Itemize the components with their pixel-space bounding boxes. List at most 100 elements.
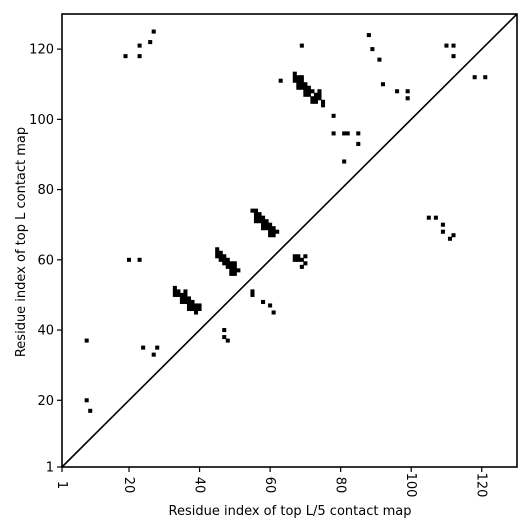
x-tick-label: 120	[474, 473, 489, 498]
contact-point	[451, 54, 456, 59]
contact-point	[292, 78, 297, 83]
contact-point	[296, 257, 301, 262]
contact-point	[222, 261, 227, 266]
contact-point	[405, 96, 410, 101]
contact-point	[275, 229, 280, 234]
contact-point	[296, 75, 301, 80]
contact-point	[253, 219, 259, 224]
contact-point	[137, 43, 142, 48]
contact-point	[292, 71, 297, 76]
contact-point	[451, 43, 456, 48]
contact-point	[186, 303, 192, 308]
contact-point	[345, 131, 350, 136]
contact-point	[268, 226, 273, 231]
contact-point	[299, 82, 304, 87]
contact-point	[197, 303, 202, 308]
contact-point	[310, 99, 315, 104]
x-tick-label: 1	[54, 481, 69, 489]
contact-point	[440, 222, 445, 227]
contact-point	[377, 57, 382, 62]
contact-point	[261, 222, 266, 227]
contact-point	[317, 89, 322, 94]
contact-point	[176, 292, 181, 297]
contact-point	[215, 247, 220, 252]
contact-point	[271, 310, 276, 315]
contact-point	[225, 257, 230, 262]
contact-point	[342, 159, 347, 164]
contact-point	[268, 229, 273, 234]
y-tick-label: 60	[37, 253, 54, 268]
contact-point	[342, 131, 347, 136]
contact-point	[313, 92, 318, 97]
contact-point	[190, 306, 195, 312]
contact-point	[303, 261, 308, 266]
contact-point	[218, 250, 223, 255]
contact-point	[261, 215, 266, 220]
contact-point	[257, 212, 262, 217]
contact-point	[296, 85, 301, 90]
x-tick-label: 20	[121, 477, 136, 494]
contact-point	[296, 82, 301, 87]
contact-point	[151, 29, 156, 34]
contact-point	[236, 268, 241, 273]
contact-point	[197, 306, 202, 312]
contact-point	[264, 222, 269, 227]
contact-point	[148, 40, 153, 45]
contact-point	[440, 229, 445, 234]
contact-point	[306, 89, 311, 94]
contact-point	[292, 254, 297, 259]
contact-point	[296, 78, 301, 83]
contact-point	[268, 303, 273, 308]
contact-point	[306, 92, 311, 97]
contact-point	[155, 345, 160, 350]
contact-point	[250, 292, 255, 297]
contact-point	[186, 296, 192, 301]
contact-point	[229, 268, 234, 273]
contact-point	[268, 222, 273, 227]
contact-point	[222, 257, 227, 262]
x-tick-label: 80	[333, 477, 348, 494]
contact-point	[250, 208, 255, 213]
contact-point	[303, 82, 308, 87]
contact-point	[232, 261, 237, 266]
contact-point	[303, 254, 308, 259]
contact-point	[310, 96, 315, 101]
contact-point	[268, 233, 273, 238]
contact-point	[261, 299, 266, 304]
x-tick-label: 60	[262, 477, 277, 494]
contact-point	[215, 254, 220, 259]
contact-point	[88, 408, 93, 413]
contact-point	[225, 261, 230, 266]
x-tick-label: 100	[403, 473, 418, 498]
contact-point	[190, 303, 195, 308]
contact-point	[179, 299, 184, 304]
contact-point	[215, 250, 220, 255]
plot-frame	[61, 13, 518, 468]
y-tick-label: 1	[46, 461, 54, 476]
contact-point	[444, 43, 449, 48]
contact-point	[264, 226, 269, 231]
contact-point	[303, 85, 308, 90]
contact-point	[183, 292, 188, 297]
contact-point	[194, 310, 199, 315]
contact-point	[229, 264, 234, 269]
contact-point	[320, 103, 326, 108]
contact-point	[126, 257, 132, 262]
contact-point	[186, 299, 192, 304]
contact-point	[370, 47, 375, 52]
contact-point	[405, 89, 410, 94]
contact-point	[257, 215, 262, 220]
contact-point	[472, 75, 477, 80]
contact-point	[395, 89, 400, 94]
diagonal-line	[61, 13, 518, 468]
contact-point	[253, 212, 259, 217]
contact-point	[172, 285, 177, 290]
contact-point	[176, 289, 181, 294]
contact-point	[183, 296, 188, 301]
contact-point	[303, 89, 308, 94]
contact-point	[261, 226, 266, 231]
contact-point	[194, 306, 199, 312]
contact-point	[320, 99, 326, 104]
contact-point	[292, 257, 297, 262]
